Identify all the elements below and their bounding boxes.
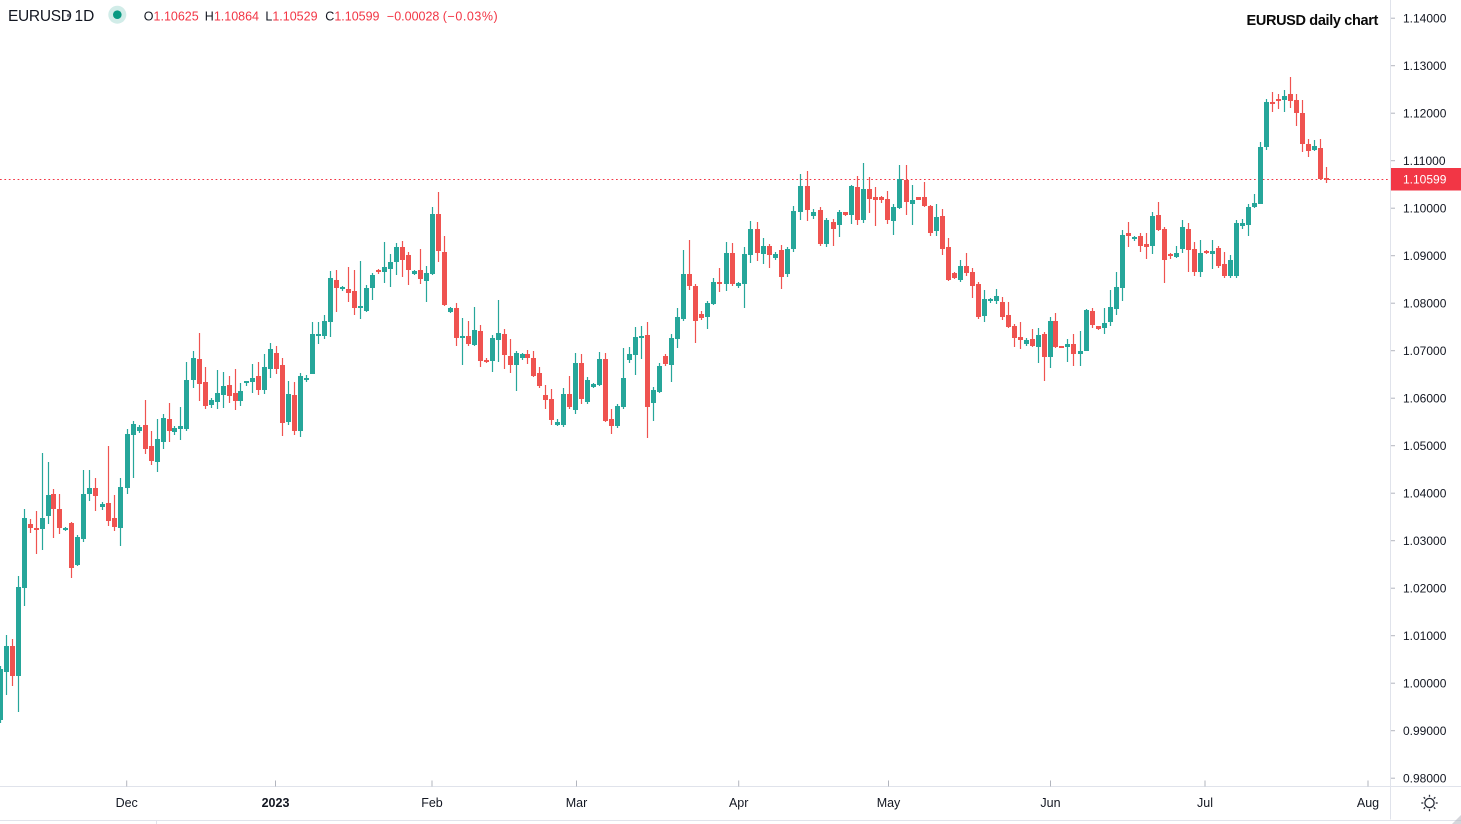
svg-text:O1.10625: O1.10625 <box>144 10 199 24</box>
svg-text:1.09000: 1.09000 <box>1403 249 1447 263</box>
svg-text:EURUSD daily chart: EURUSD daily chart <box>1247 13 1379 29</box>
svg-text:Jul: Jul <box>1197 796 1213 810</box>
svg-text:L1.10529: L1.10529 <box>265 10 317 24</box>
svg-text:Feb: Feb <box>421 796 443 810</box>
svg-text:−0.00028: −0.00028 <box>387 10 440 24</box>
svg-text:1.03000: 1.03000 <box>1403 534 1447 548</box>
svg-text:1.08000: 1.08000 <box>1403 296 1447 310</box>
svg-text:1.14000: 1.14000 <box>1403 11 1447 25</box>
svg-text:(−0.03%): (−0.03%) <box>443 10 498 24</box>
svg-text:1.12000: 1.12000 <box>1403 106 1447 120</box>
svg-text:0.98000: 0.98000 <box>1403 771 1447 785</box>
svg-text:Mar: Mar <box>566 796 588 810</box>
svg-text:1.11000: 1.11000 <box>1403 154 1446 168</box>
svg-text:1.00000: 1.00000 <box>1403 676 1447 690</box>
svg-text:Jun: Jun <box>1040 796 1060 810</box>
svg-text:Apr: Apr <box>729 796 748 810</box>
svg-text:1.04000: 1.04000 <box>1403 486 1447 500</box>
svg-text:1.02000: 1.02000 <box>1403 581 1447 595</box>
svg-text:1.06000: 1.06000 <box>1403 391 1447 405</box>
svg-text:0.99000: 0.99000 <box>1403 724 1447 738</box>
svg-text:1.07000: 1.07000 <box>1403 344 1447 358</box>
svg-text:1.10000: 1.10000 <box>1403 201 1447 215</box>
svg-text:1.10599: 1.10599 <box>1403 173 1447 187</box>
svg-text:2023: 2023 <box>262 796 290 810</box>
svg-text:Aug: Aug <box>1357 796 1379 810</box>
svg-text:1.05000: 1.05000 <box>1403 439 1447 453</box>
svg-text:EURUSD: EURUSD <box>8 8 72 25</box>
svg-text:H1.10864: H1.10864 <box>205 10 259 24</box>
svg-text:1.01000: 1.01000 <box>1403 629 1447 643</box>
svg-text:C1.10599: C1.10599 <box>325 10 379 24</box>
svg-text:Dec: Dec <box>116 796 138 810</box>
svg-text:May: May <box>877 796 901 810</box>
svg-text:1.13000: 1.13000 <box>1403 59 1447 73</box>
svg-text:1D: 1D <box>75 8 95 25</box>
